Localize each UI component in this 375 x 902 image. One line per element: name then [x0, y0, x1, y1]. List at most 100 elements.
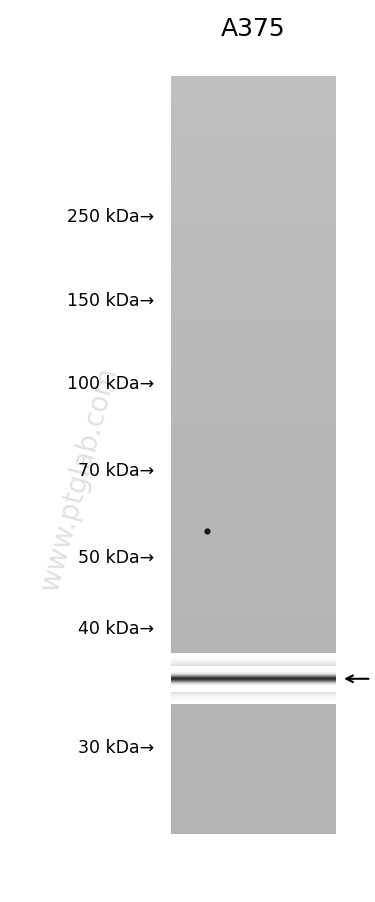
Bar: [171, 467, 336, 471]
Bar: [171, 626, 336, 630]
Text: A375: A375: [221, 16, 285, 41]
Bar: [171, 216, 336, 221]
Bar: [171, 676, 336, 679]
Bar: [171, 88, 336, 92]
Bar: [171, 160, 336, 164]
Bar: [171, 576, 336, 581]
Bar: [171, 107, 336, 111]
Bar: [171, 190, 336, 194]
Bar: [171, 440, 336, 444]
Bar: [171, 444, 336, 448]
Bar: [171, 471, 336, 474]
Bar: [171, 657, 336, 660]
Bar: [171, 690, 336, 695]
Bar: [171, 695, 336, 698]
Bar: [171, 785, 336, 789]
Bar: [171, 319, 336, 323]
Bar: [171, 149, 336, 152]
Bar: [171, 622, 336, 626]
Bar: [171, 759, 336, 762]
Bar: [171, 194, 336, 198]
Bar: [171, 361, 336, 364]
Bar: [171, 402, 336, 406]
Bar: [171, 705, 336, 709]
Bar: [171, 482, 336, 486]
Bar: [171, 179, 336, 183]
Bar: [171, 543, 336, 547]
Bar: [171, 425, 336, 429]
Bar: [171, 595, 336, 600]
Bar: [171, 774, 336, 778]
Bar: [171, 292, 336, 297]
Bar: [171, 600, 336, 603]
Bar: [171, 418, 336, 421]
Bar: [171, 209, 336, 213]
Bar: [171, 456, 336, 459]
Bar: [171, 732, 336, 736]
Bar: [171, 213, 336, 216]
Bar: [171, 709, 336, 713]
Bar: [171, 391, 336, 395]
Bar: [171, 240, 336, 244]
Bar: [171, 781, 336, 785]
Bar: [171, 103, 336, 107]
Bar: [171, 614, 336, 619]
Bar: [171, 789, 336, 793]
Bar: [171, 793, 336, 796]
Bar: [171, 486, 336, 490]
Bar: [171, 399, 336, 402]
Bar: [171, 156, 336, 160]
Text: www.ptglab.com: www.ptglab.com: [35, 363, 122, 594]
Bar: [171, 766, 336, 770]
Bar: [171, 778, 336, 781]
Bar: [171, 270, 336, 273]
Bar: [171, 304, 336, 308]
Bar: [171, 463, 336, 467]
Bar: [171, 206, 336, 209]
Bar: [171, 751, 336, 755]
Bar: [171, 557, 336, 562]
Bar: [171, 535, 336, 538]
Bar: [171, 667, 336, 671]
Bar: [171, 349, 336, 354]
Bar: [171, 354, 336, 357]
Bar: [171, 562, 336, 566]
Bar: [171, 743, 336, 747]
Text: 100 kDa→: 100 kDa→: [67, 374, 154, 392]
Bar: [171, 490, 336, 493]
Bar: [171, 228, 336, 232]
Bar: [171, 300, 336, 304]
Bar: [171, 130, 336, 133]
Bar: [171, 831, 336, 834]
Bar: [171, 171, 336, 175]
Bar: [171, 547, 336, 550]
Bar: [171, 84, 336, 88]
Bar: [171, 289, 336, 292]
Bar: [171, 538, 336, 543]
Bar: [171, 338, 336, 342]
Bar: [171, 297, 336, 300]
Bar: [171, 528, 336, 531]
Bar: [171, 584, 336, 588]
Bar: [171, 92, 336, 96]
Bar: [171, 524, 336, 528]
Bar: [171, 569, 336, 573]
Bar: [171, 164, 336, 168]
Bar: [171, 137, 336, 141]
Bar: [171, 152, 336, 156]
Bar: [171, 812, 336, 815]
Bar: [171, 368, 336, 373]
Bar: [171, 638, 336, 641]
Bar: [171, 550, 336, 554]
Bar: [171, 505, 336, 509]
Bar: [171, 497, 336, 501]
Bar: [171, 232, 336, 235]
Bar: [171, 308, 336, 311]
Bar: [171, 512, 336, 516]
Bar: [171, 273, 336, 278]
Bar: [171, 607, 336, 611]
Bar: [171, 664, 336, 667]
Bar: [171, 815, 336, 819]
Bar: [171, 335, 336, 338]
Bar: [171, 698, 336, 702]
